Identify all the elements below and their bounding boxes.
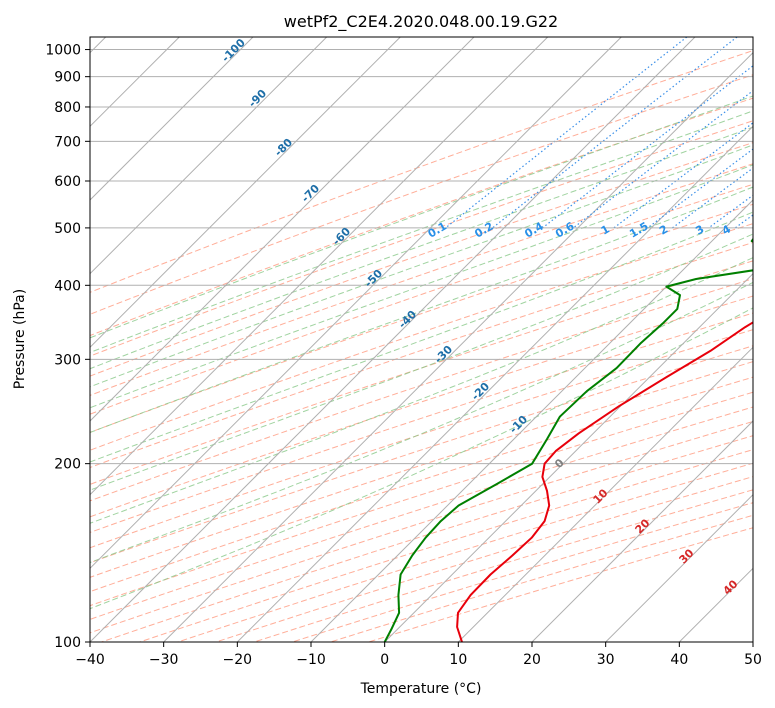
dry-adiabat	[90, 183, 753, 415]
isotherm	[90, 37, 254, 201]
y-tick-label: 800	[54, 100, 81, 116]
dry-adiabat	[90, 163, 753, 396]
moist-adiabat	[90, 126, 753, 370]
chart-title: wetPf2_C2E4.2020.048.00.19.G22	[284, 12, 558, 32]
moist-adiabat	[90, 233, 753, 491]
moist-adiabat	[90, 164, 753, 409]
x-tick-label: 20	[523, 652, 541, 668]
moist-adiabat	[90, 307, 753, 610]
x-tick-label: 10	[449, 652, 467, 668]
y-axis-label: Pressure (hPa)	[12, 289, 28, 389]
dry-adiabat	[90, 74, 753, 315]
dry-adiabat	[90, 420, 753, 634]
isotherm	[752, 641, 753, 642]
moist-adiabat	[90, 110, 753, 354]
x-tick-label: 0	[380, 652, 389, 668]
dewpoint-line	[383, 237, 753, 642]
isotherm	[90, 37, 622, 570]
isotherm	[90, 37, 328, 275]
x-tick-label: 50	[744, 652, 762, 668]
y-axis: 100 200 300 400 500 600 700 800 900 1000	[45, 43, 90, 651]
y-tick-label: 1000	[45, 43, 81, 59]
moist-adiabat	[90, 281, 753, 564]
x-axis: −40 −30 −20 −10 0 10 20 30 40 50	[75, 642, 762, 668]
x-tick-label: 40	[670, 652, 688, 668]
dry-adiabat	[90, 312, 753, 533]
mixing-ratio-line	[542, 65, 753, 229]
dry-adiabat	[90, 329, 753, 549]
moist-adiabat	[90, 186, 753, 434]
mixing-ratio-line	[445, 37, 688, 229]
isotherm	[90, 37, 549, 496]
dry-adiabat	[254, 489, 753, 642]
isotherm	[236, 125, 753, 642]
temperature-line	[456, 321, 753, 642]
x-tick-label: −40	[75, 652, 105, 668]
y-tick-label: 400	[54, 278, 81, 294]
dry-adiabat	[330, 514, 753, 642]
dry-adiabat	[90, 50, 753, 293]
y-tick-label: 500	[54, 221, 81, 237]
isotherm	[163, 51, 753, 642]
mixing-ratio-line	[672, 167, 753, 229]
mixing-ratio-label: 6	[759, 222, 772, 237]
x-tick-label: −20	[223, 652, 253, 668]
dry-adiabat	[90, 241, 753, 469]
dry-adiabat	[177, 462, 753, 642]
isotherm	[384, 272, 753, 642]
isotherm	[90, 37, 696, 642]
moist-adiabat	[90, 95, 753, 339]
isotherm	[310, 199, 753, 642]
plot-frame	[89, 36, 754, 643]
x-tick-label: −10	[296, 652, 326, 668]
y-tick-label: 700	[54, 134, 81, 150]
isotherm	[531, 420, 753, 642]
moist-adiabat	[90, 257, 753, 524]
y-tick-label: 900	[54, 70, 81, 86]
dry-adiabat	[90, 142, 753, 377]
moist-adiabat	[90, 211, 753, 463]
dry-adiabat	[90, 223, 753, 451]
dry-adiabat	[90, 391, 753, 607]
isotherm	[457, 346, 753, 642]
y-tick-label: 600	[54, 174, 81, 190]
dry-adiabat	[90, 406, 753, 620]
plot-background	[90, 37, 753, 642]
y-tick-label: 300	[54, 352, 81, 368]
x-tick-label: −30	[149, 652, 179, 668]
background-lines	[90, 37, 753, 642]
y-tick-label: 100	[54, 635, 81, 651]
isotherm	[90, 37, 401, 349]
series-lines	[383, 237, 753, 642]
isotherm	[90, 37, 475, 422]
x-axis-label: Temperature (°C)	[360, 681, 482, 697]
dry-adiabat	[101, 435, 753, 642]
x-tick-label: 30	[597, 652, 615, 668]
dry-adiabat	[90, 361, 753, 578]
y-tick-label: 200	[54, 457, 81, 473]
mixing-ratio-line	[613, 122, 753, 229]
isotherm	[605, 493, 753, 642]
